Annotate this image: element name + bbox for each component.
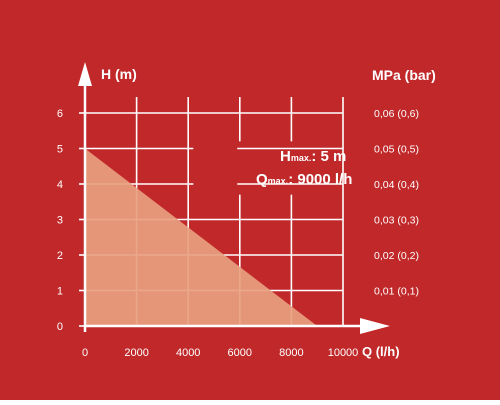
h-max-sub: max. <box>291 153 312 163</box>
x-tick-label: 8000 <box>279 347 303 359</box>
y-tick-label: 3 <box>57 215 63 227</box>
x-tick-label: 0 <box>82 347 88 359</box>
x-tick-label: 2000 <box>124 347 148 359</box>
q-max-sub: max. <box>268 176 289 186</box>
x-axis-arrow <box>360 318 390 334</box>
pump-curve-area <box>85 148 318 326</box>
h-max-value: : 5 m <box>311 148 346 165</box>
x-tick-label: 10000 <box>328 347 359 359</box>
x-tick-label: 4000 <box>176 347 200 359</box>
y-axis-arrow <box>78 62 92 86</box>
y2-tick-label: 0,05 (0,5) <box>374 144 419 156</box>
x-tick-label: 6000 <box>228 347 252 359</box>
y2-axis-label: MPa (bar) <box>372 67 436 83</box>
annotation-q-max: Qmax.: 9000 l/h <box>256 171 352 188</box>
series-area <box>85 148 318 326</box>
annotation-h-max: Hmax.: 5 m <box>280 148 346 165</box>
axes <box>78 62 390 334</box>
y-tick-label: 4 <box>57 179 63 191</box>
y2-tick-label: 0,04 (0,4) <box>374 179 419 191</box>
y-tick-label: 6 <box>57 108 63 120</box>
q-max-value: : 9000 l/h <box>288 171 352 188</box>
y-tick-label: 5 <box>57 144 63 156</box>
q-max-symbol: Q <box>256 171 268 188</box>
y2-tick-label: 0,06 (0,6) <box>374 108 419 120</box>
y-tick-label: 0 <box>57 321 63 333</box>
h-max-symbol: H <box>280 148 291 165</box>
y2-tick-label: 0,02 (0,2) <box>374 250 419 262</box>
y2-tick-label: 0,03 (0,3) <box>374 215 419 227</box>
tick-labels: 0 2000 4000 6000 8000 10000 0 1 2 3 4 5 6 0,01 (0,1) 0… <box>57 108 419 359</box>
y-tick-label: 2 <box>57 250 63 262</box>
x-axis-label: Q (l/h) <box>362 344 400 359</box>
y-axis-label: H (m) <box>101 66 137 82</box>
y-tick-label: 1 <box>57 286 63 298</box>
y2-tick-label: 0,01 (0,1) <box>374 286 419 298</box>
